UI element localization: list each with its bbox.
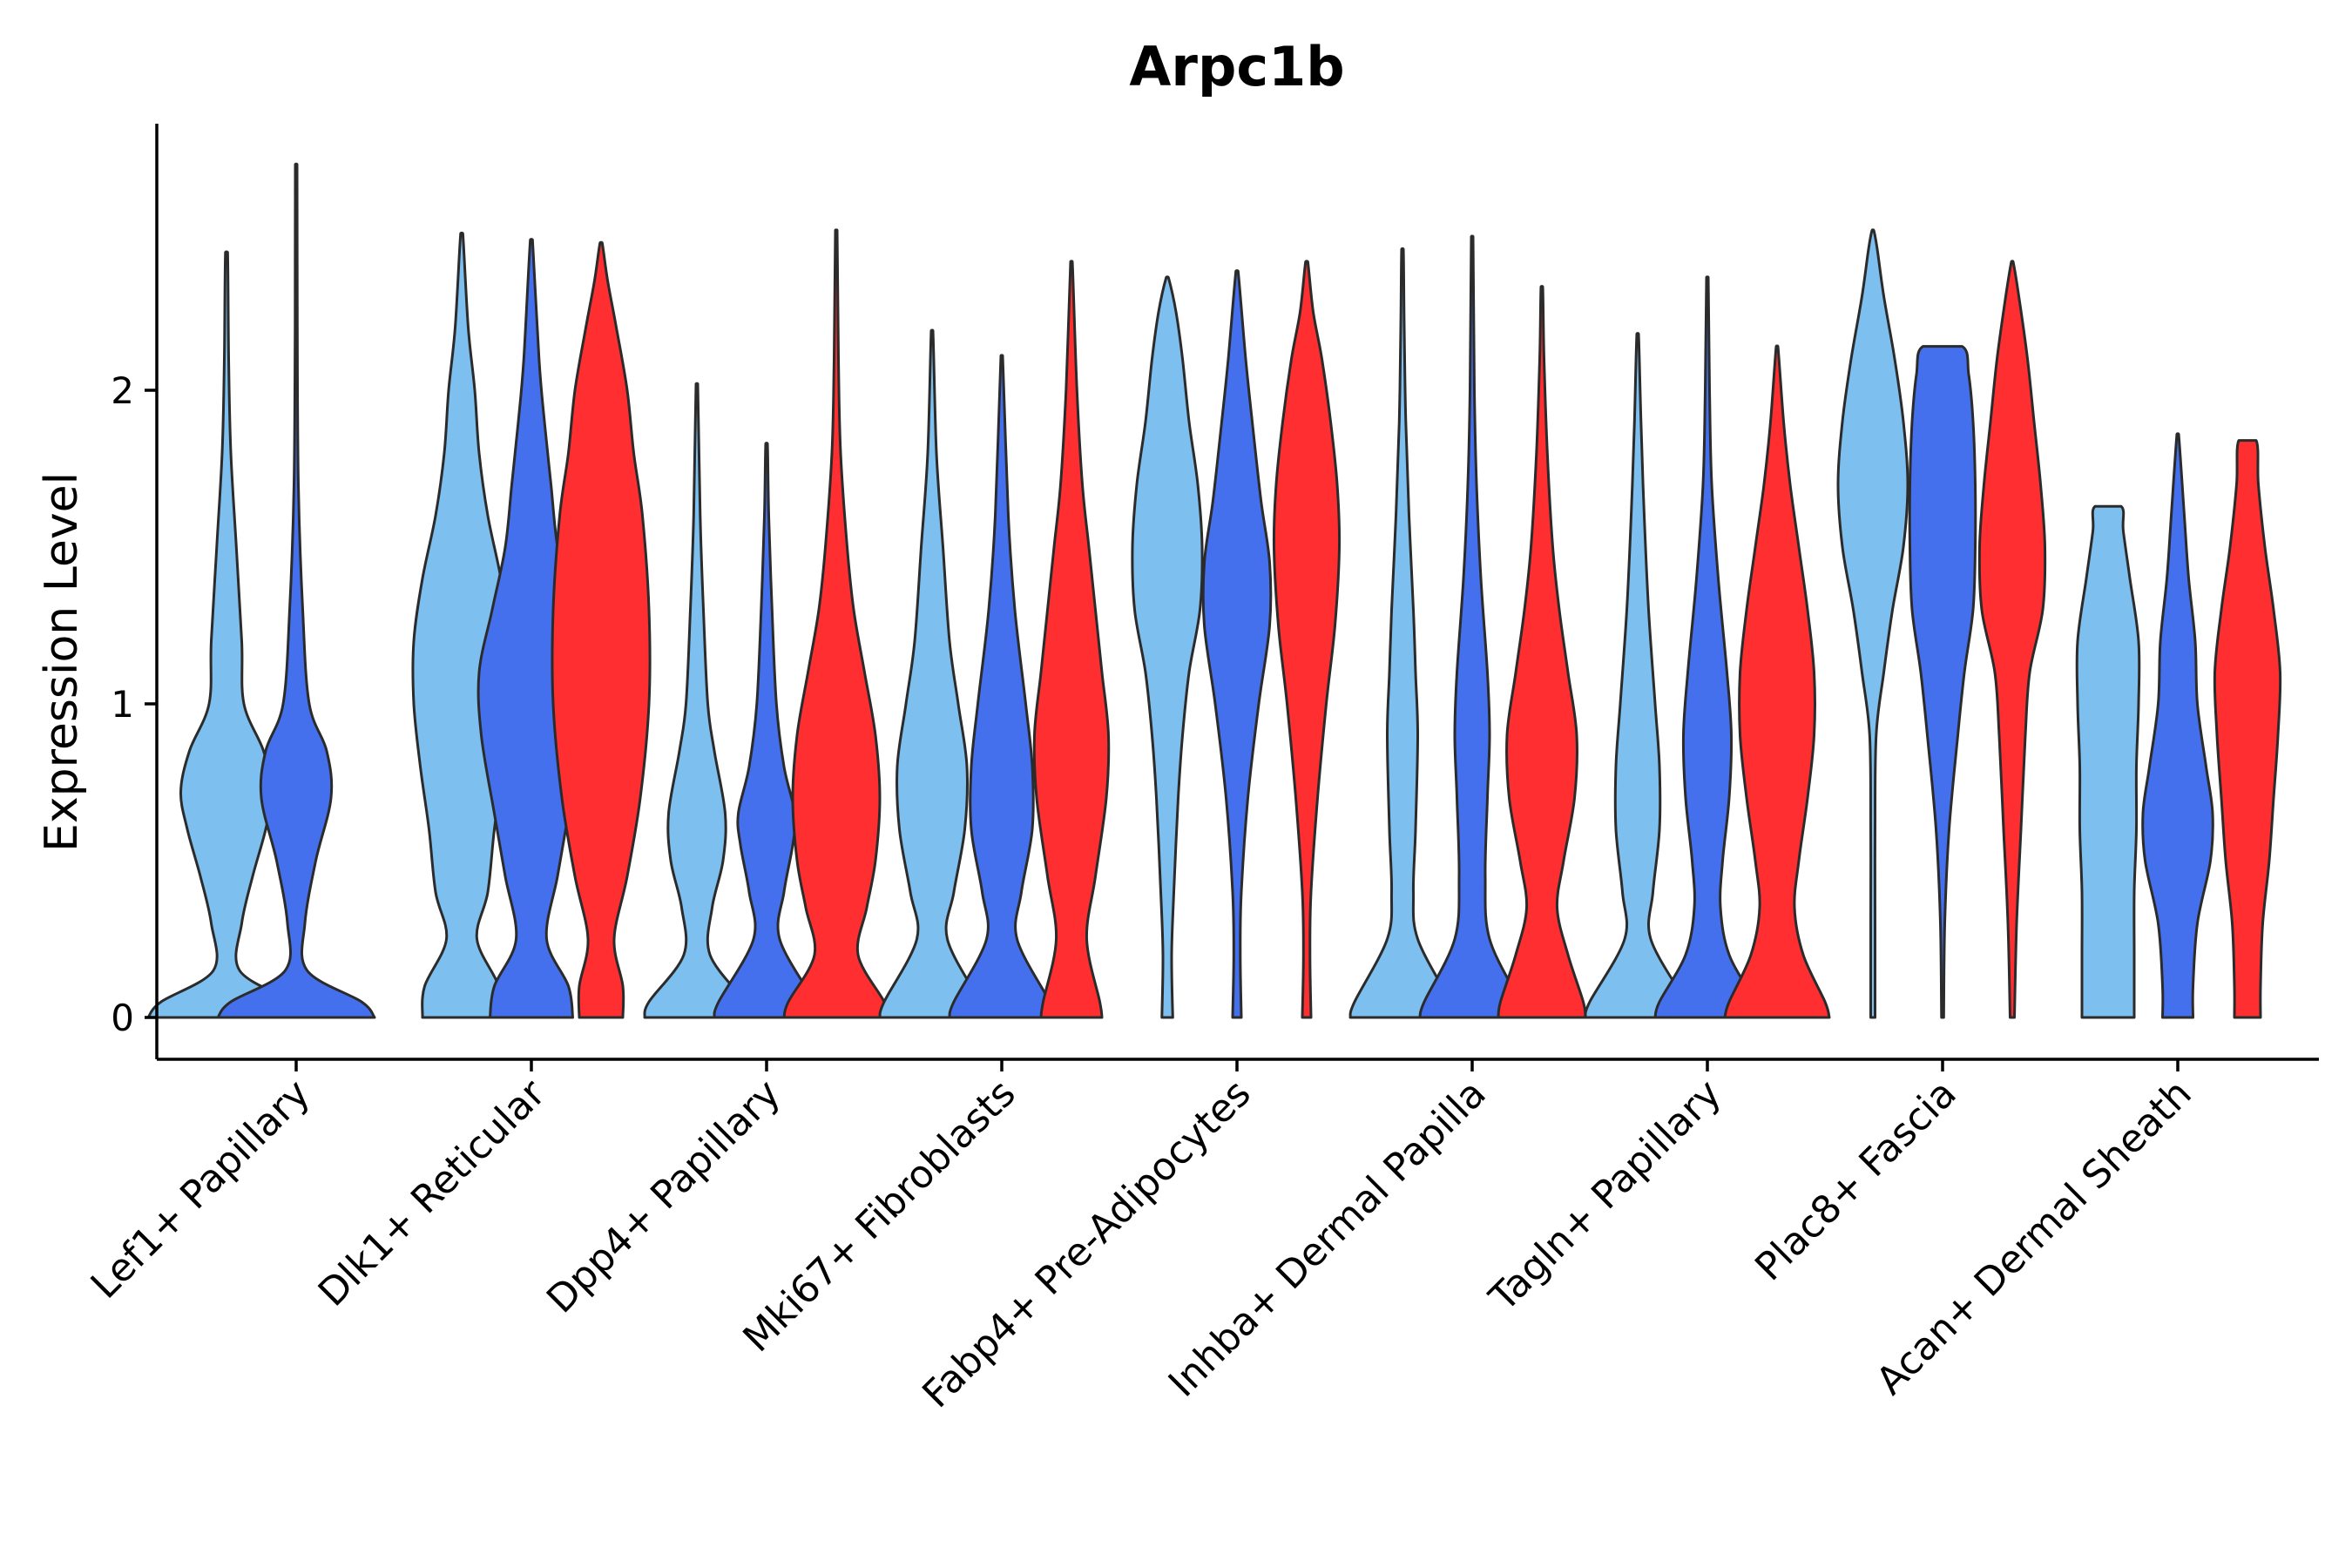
chart-title: Arpc1b xyxy=(1129,35,1344,98)
y-tick-label: 1 xyxy=(111,683,134,726)
violin-acan-dermal-sheath-series-2 xyxy=(2141,432,2214,1019)
x-category-label: Plac8+ Fascia xyxy=(1747,1071,1965,1290)
x-category-label: Dpp4+ Papillary xyxy=(538,1071,789,1322)
violin-fabp4-pre-adipocytes-series-3 xyxy=(1272,260,1342,1019)
violin-inhba-dermal-papilla-series-2 xyxy=(1418,235,1526,1019)
violin-mki67-fibroblasts-series-3 xyxy=(1032,260,1111,1019)
violin-fabp4-pre-adipocytes-series-2 xyxy=(1201,269,1273,1019)
violin-dpp4-papillary-series-1 xyxy=(643,382,751,1019)
violin-inhba-dermal-papilla-series-1 xyxy=(1348,247,1456,1019)
violin-fabp4-pre-adipocytes-series-1 xyxy=(1131,275,1204,1019)
violin-mki67-fibroblasts-series-1 xyxy=(878,329,986,1019)
x-category-label: Lef1+ Papillary xyxy=(83,1071,319,1308)
violin-tagln-papillary-series-3 xyxy=(1723,345,1831,1019)
violin-plac8-fascia-series-1 xyxy=(1836,228,1909,1019)
y-ticks: 0 1 2 xyxy=(111,369,157,1039)
violin-tagln-papillary-series-1 xyxy=(1584,332,1692,1019)
violin-plac8-fascia-series-3 xyxy=(1977,260,2047,1019)
y-tick-label: 0 xyxy=(111,997,134,1039)
violins-layer xyxy=(146,162,2282,1019)
violin-dlk1-reticular-series-3 xyxy=(551,241,652,1019)
x-category-label: Dlk1+ Reticular xyxy=(310,1071,555,1315)
y-axis-label: Expression Level xyxy=(36,472,88,852)
violin-lef1-papillary-series-1 xyxy=(146,251,307,1019)
x-category-label: Tagln+ Papillary xyxy=(1481,1071,1730,1321)
violin-plac8-fascia-series-2 xyxy=(1908,345,1977,1019)
violin-dpp4-papillary-series-3 xyxy=(782,228,890,1019)
violin-acan-dermal-sheath-series-3 xyxy=(2213,439,2282,1019)
y-tick-label: 2 xyxy=(111,369,134,412)
violin-acan-dermal-sheath-series-1 xyxy=(2075,504,2141,1019)
violin-inhba-dermal-papilla-series-3 xyxy=(1497,285,1587,1019)
